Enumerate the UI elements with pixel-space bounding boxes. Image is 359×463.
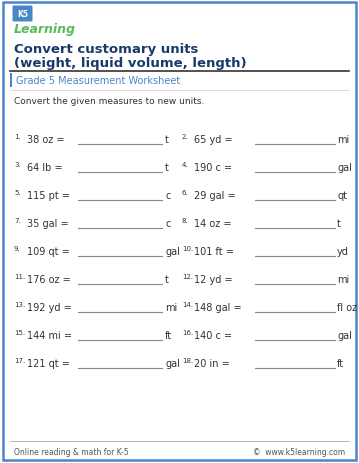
Text: 8.: 8.: [182, 218, 189, 224]
Text: gal: gal: [337, 163, 352, 173]
Text: 190 c =: 190 c =: [194, 163, 232, 173]
Text: mi: mi: [337, 135, 349, 144]
Text: t: t: [165, 135, 169, 144]
Text: gal: gal: [165, 246, 180, 257]
Text: qt: qt: [337, 191, 347, 200]
Text: c: c: [165, 219, 171, 229]
Text: 18.: 18.: [182, 357, 193, 363]
Text: 148 gal =: 148 gal =: [194, 302, 242, 313]
Text: 4.: 4.: [182, 162, 188, 168]
Text: 12.: 12.: [182, 274, 193, 279]
Text: 109 qt =: 109 qt =: [27, 246, 70, 257]
Text: 9.: 9.: [14, 245, 21, 251]
Text: Convert customary units: Convert customary units: [14, 44, 199, 56]
FancyBboxPatch shape: [3, 3, 356, 460]
Text: 35 gal =: 35 gal =: [27, 219, 69, 229]
Text: 140 c =: 140 c =: [194, 330, 232, 340]
Text: 13.: 13.: [14, 301, 25, 307]
Text: 5.: 5.: [14, 189, 20, 195]
Text: t: t: [165, 275, 169, 284]
Text: 38 oz =: 38 oz =: [27, 135, 65, 144]
Text: 16.: 16.: [182, 329, 193, 335]
Text: mi: mi: [165, 302, 177, 313]
Text: gal: gal: [165, 358, 180, 368]
Text: 10.: 10.: [182, 245, 193, 251]
Text: 65 yd =: 65 yd =: [194, 135, 233, 144]
Text: 12 yd =: 12 yd =: [194, 275, 233, 284]
Text: 2.: 2.: [182, 134, 188, 140]
Text: 144 mi =: 144 mi =: [27, 330, 72, 340]
Text: fl oz: fl oz: [337, 302, 357, 313]
Text: 64 lb =: 64 lb =: [27, 163, 62, 173]
Text: c: c: [165, 191, 171, 200]
Text: (weight, liquid volume, length): (weight, liquid volume, length): [14, 56, 247, 69]
Text: mi: mi: [337, 275, 349, 284]
Text: 14.: 14.: [182, 301, 193, 307]
Text: 7.: 7.: [14, 218, 21, 224]
Text: Online reading & math for K-5: Online reading & math for K-5: [14, 448, 129, 457]
Text: 17.: 17.: [14, 357, 25, 363]
Text: ft: ft: [337, 358, 344, 368]
Text: 115 pt =: 115 pt =: [27, 191, 70, 200]
Text: t: t: [165, 163, 169, 173]
Text: 29 gal =: 29 gal =: [194, 191, 236, 200]
Text: gal: gal: [337, 330, 352, 340]
Text: Learning: Learning: [14, 24, 76, 37]
Text: 1.: 1.: [14, 134, 21, 140]
Text: 11.: 11.: [14, 274, 25, 279]
Text: 101 ft =: 101 ft =: [194, 246, 234, 257]
Text: 3.: 3.: [14, 162, 21, 168]
Text: Convert the given measures to new units.: Convert the given measures to new units.: [14, 96, 204, 105]
Text: t: t: [337, 219, 341, 229]
Text: Grade 5 Measurement Worksheet: Grade 5 Measurement Worksheet: [16, 76, 180, 86]
FancyBboxPatch shape: [13, 6, 33, 22]
Text: 20 in =: 20 in =: [194, 358, 230, 368]
Text: yd: yd: [337, 246, 349, 257]
Text: 14 oz =: 14 oz =: [194, 219, 232, 229]
Text: ft: ft: [165, 330, 172, 340]
Text: 176 oz =: 176 oz =: [27, 275, 71, 284]
Text: ©  www.k5learning.com: © www.k5learning.com: [253, 448, 345, 457]
Text: 6.: 6.: [182, 189, 189, 195]
Bar: [10, 74, 12, 88]
Text: 192 yd =: 192 yd =: [27, 302, 72, 313]
Text: K5: K5: [17, 10, 28, 19]
Text: 121 qt =: 121 qt =: [27, 358, 70, 368]
Text: 15.: 15.: [14, 329, 25, 335]
